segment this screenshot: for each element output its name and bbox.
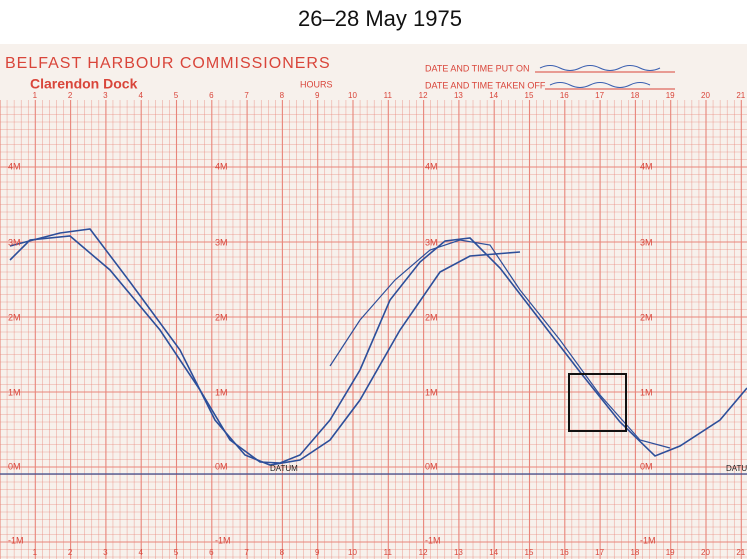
- hour-label: 11: [384, 548, 393, 557]
- hour-label: 15: [525, 548, 534, 557]
- level-label: 1M: [215, 387, 228, 397]
- level-label: 4M: [640, 161, 653, 171]
- hour-label: 6: [209, 548, 214, 557]
- hour-label: 18: [630, 548, 639, 557]
- hour-label: 21: [736, 548, 745, 557]
- title: 26–28 May 1975: [298, 6, 462, 31]
- hour-label: 10: [348, 91, 357, 100]
- hour-label: 12: [419, 548, 428, 557]
- put-on: DATE AND TIME PUT ON: [425, 63, 530, 73]
- hour-label: 8: [280, 548, 285, 557]
- hour-label: 17: [595, 548, 604, 557]
- level-label: 2M: [215, 312, 228, 322]
- hour-label: 20: [701, 91, 710, 100]
- hour-label: 1: [33, 91, 38, 100]
- level-label: 3M: [640, 237, 653, 247]
- highlight-box: [568, 373, 627, 432]
- handwriting: [539, 65, 661, 71]
- grid: [0, 100, 747, 559]
- level-label: -1M: [640, 535, 656, 545]
- hour-label: 5: [174, 548, 179, 557]
- tide-trace: [329, 239, 671, 449]
- level-label: 1M: [8, 387, 21, 397]
- hour-label: 17: [595, 91, 604, 100]
- hour-label: 3: [103, 91, 108, 100]
- hour-label: 19: [666, 91, 675, 100]
- hour-label: 21: [736, 91, 745, 100]
- hour-label: 15: [525, 91, 534, 100]
- taken-off: DATE AND TIME TAKEN OFF: [425, 80, 546, 90]
- level-label: 3M: [215, 237, 228, 247]
- hour-label: 18: [630, 91, 639, 100]
- hour-label: 2: [68, 548, 73, 557]
- hour-label: 3: [103, 548, 108, 557]
- place: Clarendon Dock: [30, 76, 138, 92]
- level-label: 4M: [215, 161, 228, 171]
- tide-trace: [9, 228, 521, 466]
- level-label: 0M: [640, 461, 653, 471]
- level-label: 1M: [425, 387, 438, 397]
- chart-paper: [0, 44, 747, 559]
- level-label: 1M: [640, 387, 653, 397]
- level-label: 0M: [425, 461, 438, 471]
- hour-label: 13: [454, 548, 463, 557]
- level-label: 0M: [8, 461, 21, 471]
- org: BELFAST HARBOUR COMMISSIONERS: [5, 55, 331, 72]
- hour-label: 14: [489, 91, 498, 100]
- level-label: 3M: [8, 237, 21, 247]
- hour-label: 11: [384, 91, 393, 100]
- level-label: 2M: [425, 312, 438, 322]
- datum-label: DATUM: [726, 464, 747, 473]
- hour-label: 6: [209, 91, 214, 100]
- hour-label: 10: [348, 548, 357, 557]
- hour-label: 20: [701, 548, 710, 557]
- hour-label: 9: [315, 548, 320, 557]
- level-label: -1M: [425, 535, 441, 545]
- hour-label: 5: [174, 91, 179, 100]
- hour-label: 14: [489, 548, 498, 557]
- header-band: [0, 50, 747, 100]
- level-label: 4M: [8, 161, 21, 171]
- hour-label: 1: [33, 548, 38, 557]
- hour-label: 7: [244, 548, 249, 557]
- level-label: 4M: [425, 161, 438, 171]
- hour-label: 12: [419, 91, 428, 100]
- level-label: 2M: [640, 312, 653, 322]
- level-label: -1M: [215, 535, 231, 545]
- hour-label: 16: [560, 91, 569, 100]
- hour-label: 13: [454, 91, 463, 100]
- hour-label: 16: [560, 548, 569, 557]
- level-label: 3M: [425, 237, 438, 247]
- hour-label: 2: [68, 91, 73, 100]
- level-label: 0M: [215, 461, 228, 471]
- hour-label: 19: [666, 548, 675, 557]
- hour-label: 4: [138, 91, 143, 100]
- datum-label: DATUM: [270, 464, 298, 473]
- hour-label: 4: [138, 548, 143, 557]
- hours-label: HOURS: [300, 79, 333, 89]
- hour-label: 7: [244, 91, 249, 100]
- hour-label: 8: [280, 91, 285, 100]
- level-label: -1M: [8, 535, 24, 545]
- hour-label: 9: [315, 91, 320, 100]
- level-label: 2M: [8, 312, 21, 322]
- handwriting: [549, 82, 651, 88]
